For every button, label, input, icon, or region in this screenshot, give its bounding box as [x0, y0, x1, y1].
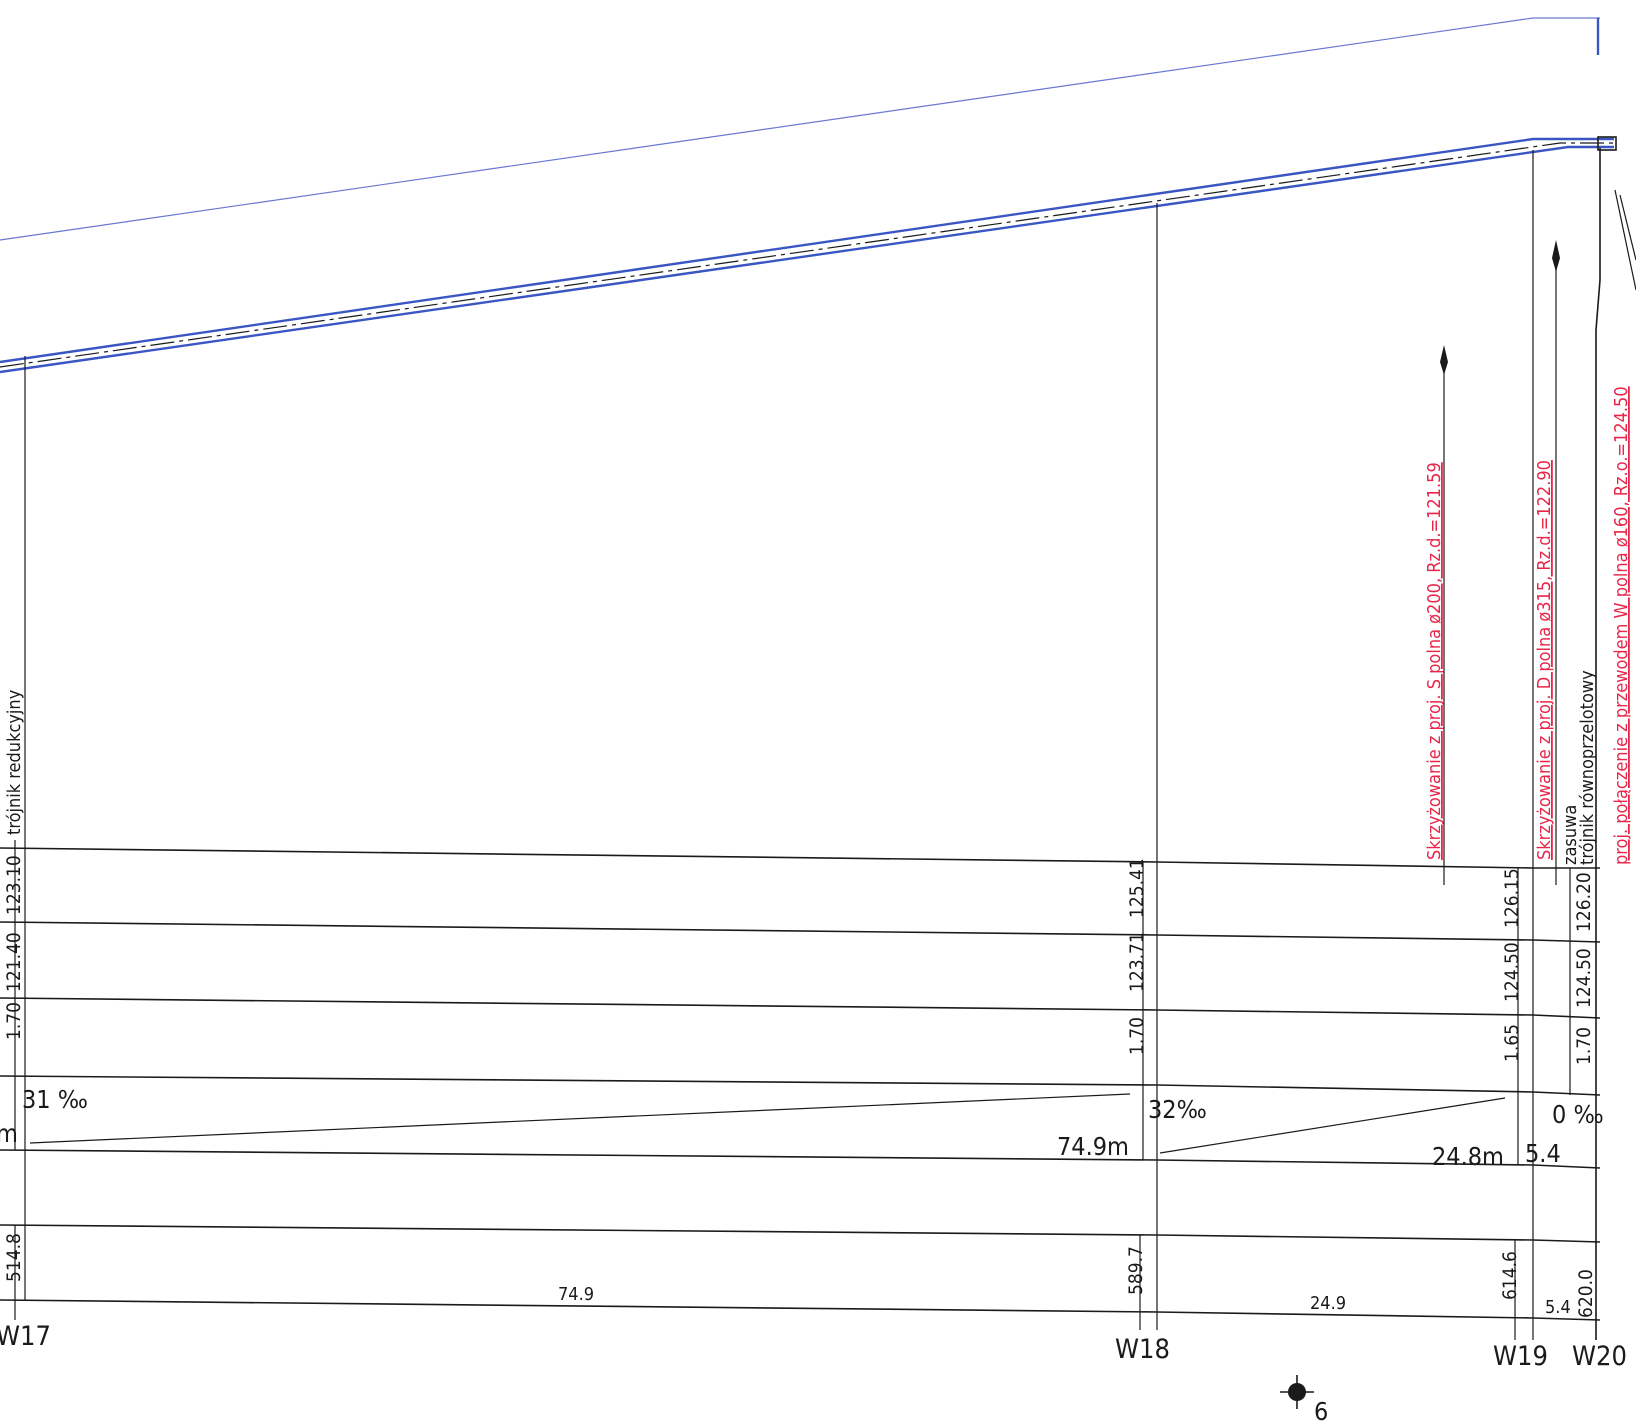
table-row-line-7	[0, 1299, 1601, 1321]
table-row-line-2	[0, 921, 1601, 943]
crossing-d-note: Skrzyżowanie z proj. D polna ø315, Rz.d.…	[1534, 460, 1555, 860]
w17-ground-elevation: 123.10	[3, 855, 25, 915]
w17-depth: 1.70	[3, 1002, 25, 1040]
segment-2-slope: 32‰	[1148, 1095, 1207, 1124]
w20-pipe-cap	[1597, 136, 1617, 151]
table-row-line-1	[0, 847, 1600, 869]
w17-pipe-elevation: 121.40	[3, 932, 25, 992]
segment-1-distance: 74.9	[558, 1284, 594, 1305]
w17-node-label: W17	[0, 1321, 51, 1352]
table-row-line-4	[0, 1075, 1601, 1096]
segment-1-slope: 31 ‰	[22, 1085, 88, 1114]
w19-ground-elevation: 126.15	[1501, 868, 1523, 928]
table-row-line-3	[0, 997, 1601, 1019]
w20-node-label: W20	[1572, 1341, 1627, 1372]
table-row-line-5	[0, 1149, 1601, 1169]
w20-station: 620.0	[1575, 1269, 1597, 1318]
crossing-d-arrow-head	[1552, 240, 1560, 272]
w19-station: 614.6	[1499, 1251, 1521, 1300]
segment-3-slope: 0 ‰	[1552, 1100, 1604, 1129]
w19-pipe-elevation: 124.50	[1501, 942, 1523, 1002]
terrain-line	[0, 17, 1600, 241]
w20-drop-line	[1595, 148, 1601, 1340]
w20-note-leader-2	[1619, 194, 1636, 261]
slope-line-segment-1	[29, 1093, 1131, 1144]
crossing-s-note: Skrzyżowanie z proj. S polna ø200, Rz.d.…	[1424, 462, 1445, 860]
segment-2-length: 24.8m	[1432, 1142, 1504, 1171]
equal-tee-note: trójnik równoprzelotowy	[1577, 670, 1598, 865]
w20-note-leader	[1614, 189, 1636, 291]
w18-pipe-elevation: 123.71	[1126, 932, 1148, 992]
w20-pipe-elevation: 124.50	[1573, 948, 1595, 1008]
w17-station-partial: 514.8	[3, 1233, 25, 1282]
segment-2-distance: 24.9	[1310, 1293, 1346, 1314]
pipe-bottom-line	[0, 145, 1614, 374]
valve-note: zasuwa	[1560, 805, 1581, 865]
w18-depth: 1.70	[1126, 1017, 1148, 1055]
w19-depth: 1.65	[1501, 1024, 1523, 1062]
w20-ground-elevation: 126.20	[1573, 872, 1595, 932]
w18-station: 589.7	[1125, 1246, 1147, 1295]
segment-3-length: 5.4	[1525, 1139, 1561, 1168]
sheet-number: 6	[1314, 1397, 1328, 1426]
w19-node-label: W19	[1493, 1341, 1548, 1372]
w18-node-label: W18	[1115, 1334, 1170, 1365]
crosshair-target-icon	[1280, 1375, 1314, 1409]
pipe-axis-line	[0, 142, 1614, 368]
pipe-top-line	[0, 137, 1614, 364]
w18-ground-elevation: 125.41	[1126, 858, 1148, 918]
w20-depth: 1.70	[1573, 1027, 1595, 1065]
w17-length-partial: m	[0, 1119, 18, 1148]
crossing-s-arrow-head	[1440, 345, 1448, 375]
connection-note: proj. połączenie z przewodem W polna ø16…	[1611, 386, 1632, 865]
slope-line-segment-2	[1159, 1097, 1506, 1154]
segment-3-distance: 5.4	[1545, 1297, 1571, 1318]
w17-fitting-note: trójnik redukcyjny	[4, 689, 25, 835]
segment-1-length: 74.9m	[1057, 1132, 1129, 1161]
table-row-line-6	[0, 1224, 1601, 1243]
